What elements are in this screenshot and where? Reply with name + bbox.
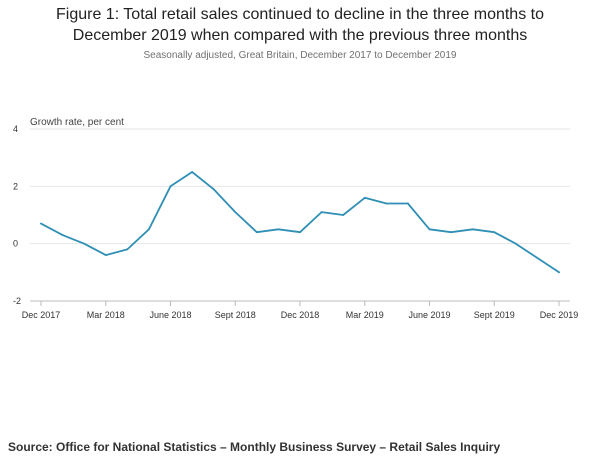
x-tick-label: Mar 2019: [346, 310, 384, 320]
x-tick-label: Mar 2018: [87, 310, 125, 320]
data-point: [126, 248, 129, 251]
y-tick-label: 0: [13, 239, 18, 249]
data-point: [407, 202, 409, 205]
data-point: [148, 228, 150, 231]
data-point: [514, 242, 517, 245]
data-point: [212, 188, 215, 191]
data-point: [191, 171, 193, 173]
chart-title-line-1: Figure 1: Total retail sales continued t…: [56, 6, 544, 23]
x-tick-label: Sept 2019: [474, 310, 515, 320]
data-point: [234, 211, 237, 214]
data-point: [61, 234, 64, 236]
x-tick-label: Sept 2018: [215, 310, 256, 320]
y-tick-label: -2: [13, 296, 21, 306]
data-point: [83, 242, 86, 245]
chart-subtitle: Seasonally adjusted, Great Britain, Dece…: [143, 50, 457, 61]
data-point: [342, 214, 345, 216]
x-tick-label: Dec 2018: [281, 310, 320, 320]
data-point: [277, 228, 280, 231]
data-point: [471, 228, 474, 231]
data-point: [40, 222, 42, 225]
x-tick-label: Dec 2017: [22, 310, 61, 320]
data-point: [299, 231, 301, 234]
x-tick-label: Dec 2019: [540, 310, 579, 320]
y-tick-label: 2: [13, 181, 18, 191]
series-line: [40, 171, 560, 274]
data-point: [450, 231, 452, 234]
data-point: [428, 228, 431, 231]
data-point: [363, 196, 366, 199]
source-note: Source: Office for National Statistics –…: [8, 440, 501, 454]
data-point: [536, 257, 539, 259]
data-point: [493, 231, 496, 234]
x-tick-label: June 2019: [408, 310, 450, 320]
data-point: [558, 271, 560, 274]
line-chart: -2 0 2 4 Dec 2017 Mar 2018 June 2018 Sept 2018 D…: [13, 124, 579, 320]
data-point: [255, 231, 258, 234]
data-point: [385, 202, 388, 205]
chart-title: Figure 1: Total retail sales continued t…: [0, 4, 600, 46]
y-axis-label: Growth rate, per cent: [30, 117, 124, 128]
data-point: [320, 211, 323, 214]
chart-title-line-2: December 2019 when compared with the pre…: [72, 27, 528, 44]
y-tick-label: 4: [13, 124, 18, 134]
data-point: [169, 185, 172, 188]
x-tick-label: June 2018: [149, 310, 191, 320]
data-point: [104, 254, 107, 257]
